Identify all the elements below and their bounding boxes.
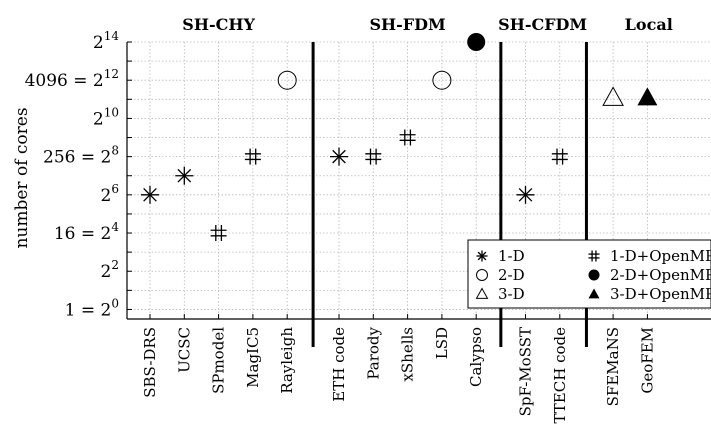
group-title: SH-CHY bbox=[182, 15, 255, 34]
data-point bbox=[244, 148, 261, 165]
x-tick-label: Calypso bbox=[467, 327, 485, 387]
legend-marker bbox=[476, 269, 488, 281]
y-tick-label: 214 bbox=[93, 29, 119, 53]
data-point bbox=[330, 147, 348, 166]
x-tick-label: SpF-MoSST bbox=[517, 327, 535, 416]
x-tick-label: Parody bbox=[364, 326, 382, 379]
data-point bbox=[141, 185, 159, 204]
x-tick-label: GeoFEM bbox=[638, 327, 656, 394]
data-point bbox=[551, 148, 568, 165]
y-axis-label: number of cores bbox=[12, 107, 32, 248]
x-tick-label: MagIC5 bbox=[244, 327, 262, 388]
group-title: SH-FDM bbox=[369, 15, 445, 34]
legend-label: 2-D bbox=[498, 266, 525, 284]
legend-marker bbox=[588, 250, 600, 262]
data-point bbox=[277, 70, 297, 90]
x-tick-label: xShells bbox=[399, 327, 417, 382]
data-point bbox=[175, 166, 194, 185]
y-tick-label: 4096 = 212 bbox=[25, 67, 119, 91]
legend: 1-D 1-D+OpenMP 2-D 2-D+OpenMP 3-D 3-D+OpenMP bbox=[467, 239, 711, 309]
x-tick-label: UCSC bbox=[175, 327, 193, 373]
y-tick-label: 22 bbox=[101, 258, 119, 282]
x-tick-label: Rayleigh bbox=[278, 327, 296, 394]
x-tick-label: ETH code bbox=[330, 327, 348, 402]
legend-label: 2-D+OpenMP bbox=[610, 266, 711, 284]
legend-marker bbox=[588, 269, 600, 281]
grid bbox=[127, 41, 711, 319]
legend-marker bbox=[476, 250, 488, 262]
data-points bbox=[141, 33, 658, 242]
x-tick-labels: SBS-DRS UCSC SPmodel MagIC5 Rayleigh ETH code… bbox=[141, 326, 656, 423]
x-tick-label: LSD bbox=[433, 327, 451, 359]
x-tick-label: TTECH code bbox=[551, 327, 569, 424]
y-tick-label: 256 = 28 bbox=[43, 144, 119, 168]
x-tick-label: SBS-DRS bbox=[141, 327, 159, 398]
group-titles: SH-CHY SH-FDM SH-CFDM Local bbox=[182, 15, 672, 34]
group-title: Local bbox=[625, 15, 673, 34]
data-point bbox=[432, 70, 452, 90]
y-tick-labels: 1 = 20 22 16 = 24 26 256 = 28 210 4096 = 212 21… bbox=[25, 29, 120, 320]
legend-marker bbox=[588, 288, 600, 299]
y-tick-label: 210 bbox=[93, 105, 119, 129]
data-point bbox=[602, 86, 624, 106]
legend-label: 1-D+OpenMP bbox=[610, 247, 711, 265]
legend-marker bbox=[475, 287, 489, 299]
axes bbox=[126, 41, 711, 320]
data-point bbox=[365, 148, 382, 165]
legend-label: 1-D bbox=[498, 247, 525, 265]
data-point bbox=[210, 225, 227, 242]
y-tick-label: 16 = 24 bbox=[54, 220, 120, 244]
x-tick-label: SFEMaNS bbox=[604, 327, 622, 406]
x-tick-label: SPmodel bbox=[210, 327, 228, 394]
data-point bbox=[516, 185, 535, 204]
y-tick-label: 26 bbox=[101, 182, 119, 206]
legend-label: 3-D bbox=[498, 285, 525, 303]
legend-label: 3-D+OpenMP bbox=[610, 285, 711, 303]
data-point bbox=[399, 129, 416, 146]
y-tick-label: 1 = 20 bbox=[65, 296, 119, 320]
data-point bbox=[467, 33, 486, 51]
group-title: SH-CFDM bbox=[498, 15, 587, 34]
data-point bbox=[637, 87, 658, 106]
